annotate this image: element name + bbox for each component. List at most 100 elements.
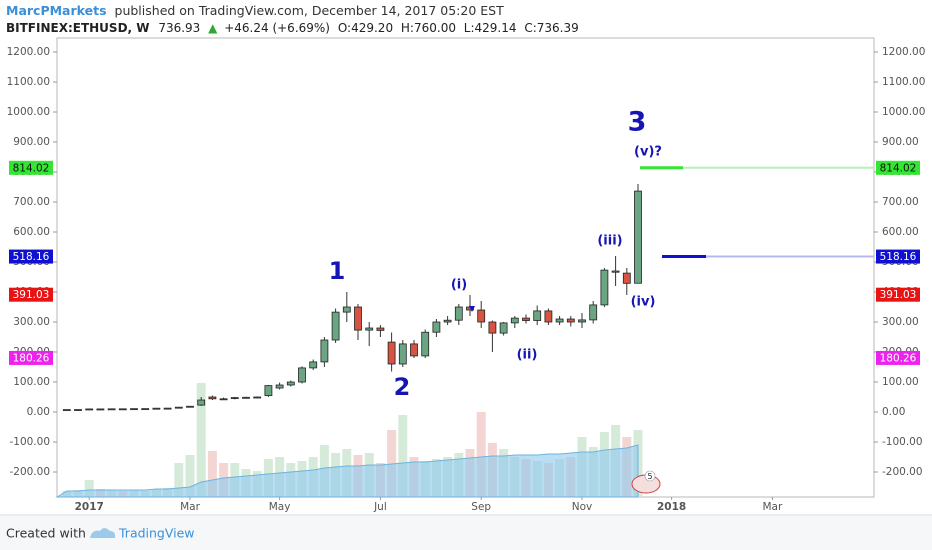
candle-body	[488, 321, 497, 334]
candle-body	[85, 408, 94, 411]
wave-arrow	[469, 306, 475, 312]
y-tick-label: 700.00	[882, 196, 919, 208]
candle-body	[242, 396, 250, 399]
level-label: 180.26	[13, 352, 50, 364]
level-label: 518.16	[13, 251, 50, 263]
open: O:429.20	[338, 21, 393, 35]
candle-body	[611, 270, 620, 273]
x-tick-label: Jul	[373, 501, 387, 513]
y-tick-label: -200.00	[9, 466, 50, 478]
y-tick-label: -200.00	[882, 466, 923, 478]
y-tick-label: 600.00	[13, 226, 50, 238]
candle-body	[578, 319, 586, 323]
footer-created: Created with	[6, 526, 86, 541]
level-label: 391.03	[880, 289, 917, 301]
x-tick-label: 2017	[75, 501, 104, 513]
wave-label: 1	[329, 257, 346, 285]
level-label: 518.16	[880, 251, 917, 263]
candle-body	[107, 408, 116, 411]
candle-body	[286, 381, 295, 386]
level-box	[9, 287, 53, 302]
candle-body	[443, 319, 452, 323]
volume-bar	[207, 451, 217, 497]
candle-body	[410, 343, 418, 357]
candle-body	[622, 272, 631, 284]
candle-body	[62, 409, 71, 412]
candle-body	[555, 318, 564, 323]
candle-body	[130, 408, 138, 411]
candle-body	[320, 339, 329, 363]
candle-body	[309, 361, 318, 369]
y-tick-label: 0.00	[27, 406, 50, 418]
candle-body	[96, 408, 105, 411]
candle-body	[566, 318, 575, 323]
author[interactable]: MarcPMarkets	[6, 3, 107, 18]
candle-body	[118, 408, 127, 411]
candle-body	[186, 405, 194, 408]
candle-body	[600, 269, 609, 306]
candle-body	[365, 327, 374, 331]
symbol: BITFINEX:ETHUSD, W	[6, 21, 150, 35]
y-tick-label: 300.00	[882, 316, 919, 328]
level-label: 391.03	[13, 289, 50, 301]
y-tick-label: 900.00	[882, 136, 919, 148]
candle-body	[298, 367, 306, 383]
wave-label: (v)?	[634, 145, 662, 160]
y-tick-label: 700.00	[13, 196, 50, 208]
candle-body	[264, 385, 273, 396]
candle-body	[499, 322, 508, 334]
published: published on TradingView.com, December 1…	[115, 3, 505, 18]
x-tick-label: Sep	[471, 501, 491, 513]
y-tick-label: 600.00	[882, 226, 919, 238]
candle-body	[331, 311, 340, 341]
y-tick-label: 1200.00	[7, 46, 50, 58]
level-label: 814.02	[880, 162, 917, 174]
level-box	[876, 249, 920, 264]
level-box	[876, 350, 920, 365]
candle-body	[230, 397, 239, 400]
event-count-bg	[644, 470, 656, 482]
volume-ma-area	[55, 444, 639, 498]
level-label: 180.26	[880, 352, 917, 364]
candle-body	[421, 331, 430, 357]
footer-brand[interactable]: TradingView	[118, 526, 195, 541]
event-count: 5	[647, 472, 652, 481]
x-tick-label: Mar	[180, 501, 200, 513]
candle-body	[454, 306, 463, 321]
y-tick-label: 1000.00	[7, 106, 50, 118]
candle-body	[275, 384, 284, 389]
candle-body	[152, 407, 161, 410]
level-box	[9, 350, 53, 365]
candle-body	[197, 399, 206, 406]
candle-body	[342, 306, 351, 313]
y-tick-label: 1100.00	[7, 76, 50, 88]
volume-bar	[398, 415, 408, 497]
y-tick-label: 300.00	[13, 316, 50, 328]
close: C:736.39	[524, 21, 578, 35]
volume-bar	[84, 480, 94, 497]
x-tick-label: Mar	[762, 501, 782, 513]
candle-body	[354, 306, 362, 331]
candle-body	[208, 396, 217, 400]
candle-body	[163, 407, 172, 410]
x-tick-label: Nov	[572, 501, 593, 513]
wave-label: (i)	[451, 278, 467, 293]
candle-body	[634, 190, 642, 284]
y-tick-label: 1200.00	[882, 46, 925, 58]
candle-body	[141, 408, 150, 411]
candle-body	[174, 406, 183, 409]
volume-bar	[185, 455, 195, 497]
low: L:429.14	[464, 21, 517, 35]
level-box	[9, 160, 53, 175]
volume-bar	[476, 412, 486, 497]
candle-body	[253, 396, 262, 399]
last: 736.93	[158, 21, 200, 35]
wave-label: (iii)	[597, 234, 622, 249]
wave-label: 2	[394, 373, 411, 401]
x-tick-label: 2018	[657, 501, 686, 513]
wave-label: (iv)	[631, 295, 656, 310]
wave-label: (ii)	[517, 348, 538, 363]
change: +46.24 (+6.69%)	[224, 21, 330, 35]
candle-body	[432, 321, 441, 333]
